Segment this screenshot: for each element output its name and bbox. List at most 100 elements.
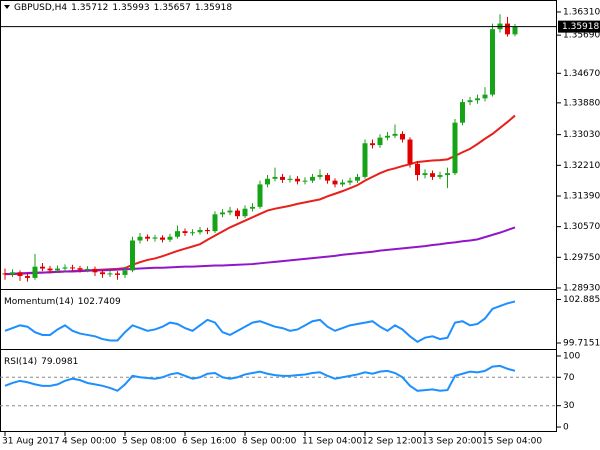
candle-body	[205, 230, 210, 232]
plot-frame	[0, 0, 557, 432]
y-tick-label: 1.33030	[563, 130, 600, 140]
candle-body	[55, 268, 60, 271]
y-tick-label: 1.30570	[563, 222, 600, 232]
y-tick-label: 1.36310	[563, 7, 600, 17]
y-tick-label: 1.28930	[563, 284, 600, 294]
candle-body	[77, 268, 83, 270]
candle-body	[167, 236, 173, 240]
candle-body	[385, 135, 390, 138]
x-tick-label: 11 Sep 04:00	[302, 437, 362, 447]
candle-body	[362, 143, 368, 177]
candle-body	[25, 276, 30, 278]
candle-body	[490, 29, 495, 95]
candle-body	[40, 266, 45, 269]
y-tick-label: 99.7151	[563, 338, 600, 348]
y-tick-label: 1.32210	[563, 161, 600, 171]
candle-body	[302, 180, 308, 182]
y-tick-label: 1.29750	[563, 253, 600, 263]
title-name: GBPUSD,H4	[14, 3, 67, 13]
y-tick-label: 100	[563, 351, 580, 361]
candle-body	[175, 231, 180, 237]
candle-body	[70, 267, 75, 269]
title-value: 79.0981	[41, 357, 78, 367]
candle-body	[370, 143, 375, 146]
y-tick-label: 1.34670	[563, 69, 600, 79]
candle-body	[415, 163, 420, 176]
candle-body	[377, 137, 383, 146]
candle-body	[430, 173, 435, 177]
candle-body	[505, 23, 510, 35]
candle-body	[452, 122, 458, 174]
price-label-box	[558, 20, 600, 33]
x-tick-label: 6 Sep 16:00	[182, 437, 237, 447]
candle-body	[340, 182, 345, 185]
x-tick-label: 13 Sep 20:00	[422, 437, 482, 447]
candle-body	[392, 133, 398, 136]
x-tick-label: 12 Sep 12:00	[362, 437, 422, 447]
candle-body	[317, 175, 323, 177]
x-tick-label: 8 Sep 00:00	[242, 437, 297, 447]
candle-body	[445, 173, 450, 176]
title-value: 1.35993	[112, 3, 149, 13]
candle-body	[160, 237, 165, 240]
candle-body	[512, 26, 518, 35]
candle-body	[235, 210, 240, 217]
title-value: 1.35712	[71, 3, 108, 13]
candle-body	[145, 236, 150, 239]
candle-body	[325, 175, 330, 181]
candle-body	[2, 273, 8, 275]
title-value: 1.35918	[195, 3, 232, 13]
indicator-line	[4, 300, 516, 344]
x-tick-label: 5 Sep 08:00	[122, 437, 177, 447]
panel-title: RSI(14) 79.0981	[4, 357, 78, 367]
candle-body	[32, 266, 38, 278]
x-tick-label: 4 Sep 00:00	[62, 437, 117, 447]
candle-body	[10, 272, 15, 275]
candle-body	[407, 139, 413, 164]
price-label: 1.35918	[562, 22, 599, 32]
y-tick-label: 1.31390	[563, 191, 600, 201]
candle-body	[272, 176, 278, 179]
candle-body	[400, 133, 405, 140]
candle-body	[280, 176, 285, 180]
moving-average	[4, 226, 516, 276]
candle-body	[265, 178, 270, 185]
candle-body	[115, 273, 120, 275]
candle-body	[242, 208, 248, 217]
candle-body	[62, 267, 68, 269]
title-value: 102.7409	[78, 297, 121, 307]
candle-body	[220, 212, 225, 215]
candle-body	[460, 102, 465, 123]
candle-body	[482, 94, 488, 99]
candle-body	[422, 173, 428, 176]
candle-body	[130, 240, 135, 271]
panel-title: GBPUSD,H4 1.35712 1.35993 1.35657 1.35918	[14, 3, 232, 13]
candle-body	[295, 178, 300, 182]
candle-body	[190, 232, 195, 234]
candle-body	[355, 176, 360, 181]
candle-body	[227, 210, 233, 213]
x-tick-label: 31 Aug 2017	[2, 437, 60, 447]
candle-body	[467, 100, 473, 103]
candle-body	[85, 268, 90, 270]
candle-body	[250, 206, 255, 209]
title-name: RSI(14)	[4, 357, 37, 367]
y-tick-label: 1.35690	[563, 31, 600, 41]
candle-body	[47, 268, 53, 271]
panel-title: Momentum(14) 102.7409	[4, 297, 121, 307]
x-tick-label: 15 Sep 04:00	[482, 437, 542, 447]
candle-body	[100, 272, 105, 275]
candle-body	[17, 272, 23, 277]
collapse-icon	[4, 5, 10, 9]
candle-body	[332, 180, 338, 185]
y-tick-label: 70	[563, 373, 575, 383]
candle-body	[212, 214, 218, 232]
candle-body	[107, 273, 113, 275]
candle-body	[347, 180, 353, 183]
title-value: 1.35657	[154, 3, 191, 13]
candle-body	[310, 176, 315, 181]
candle-body	[122, 270, 128, 275]
candle-body	[475, 98, 480, 101]
y-tick-label: 30	[563, 401, 575, 411]
